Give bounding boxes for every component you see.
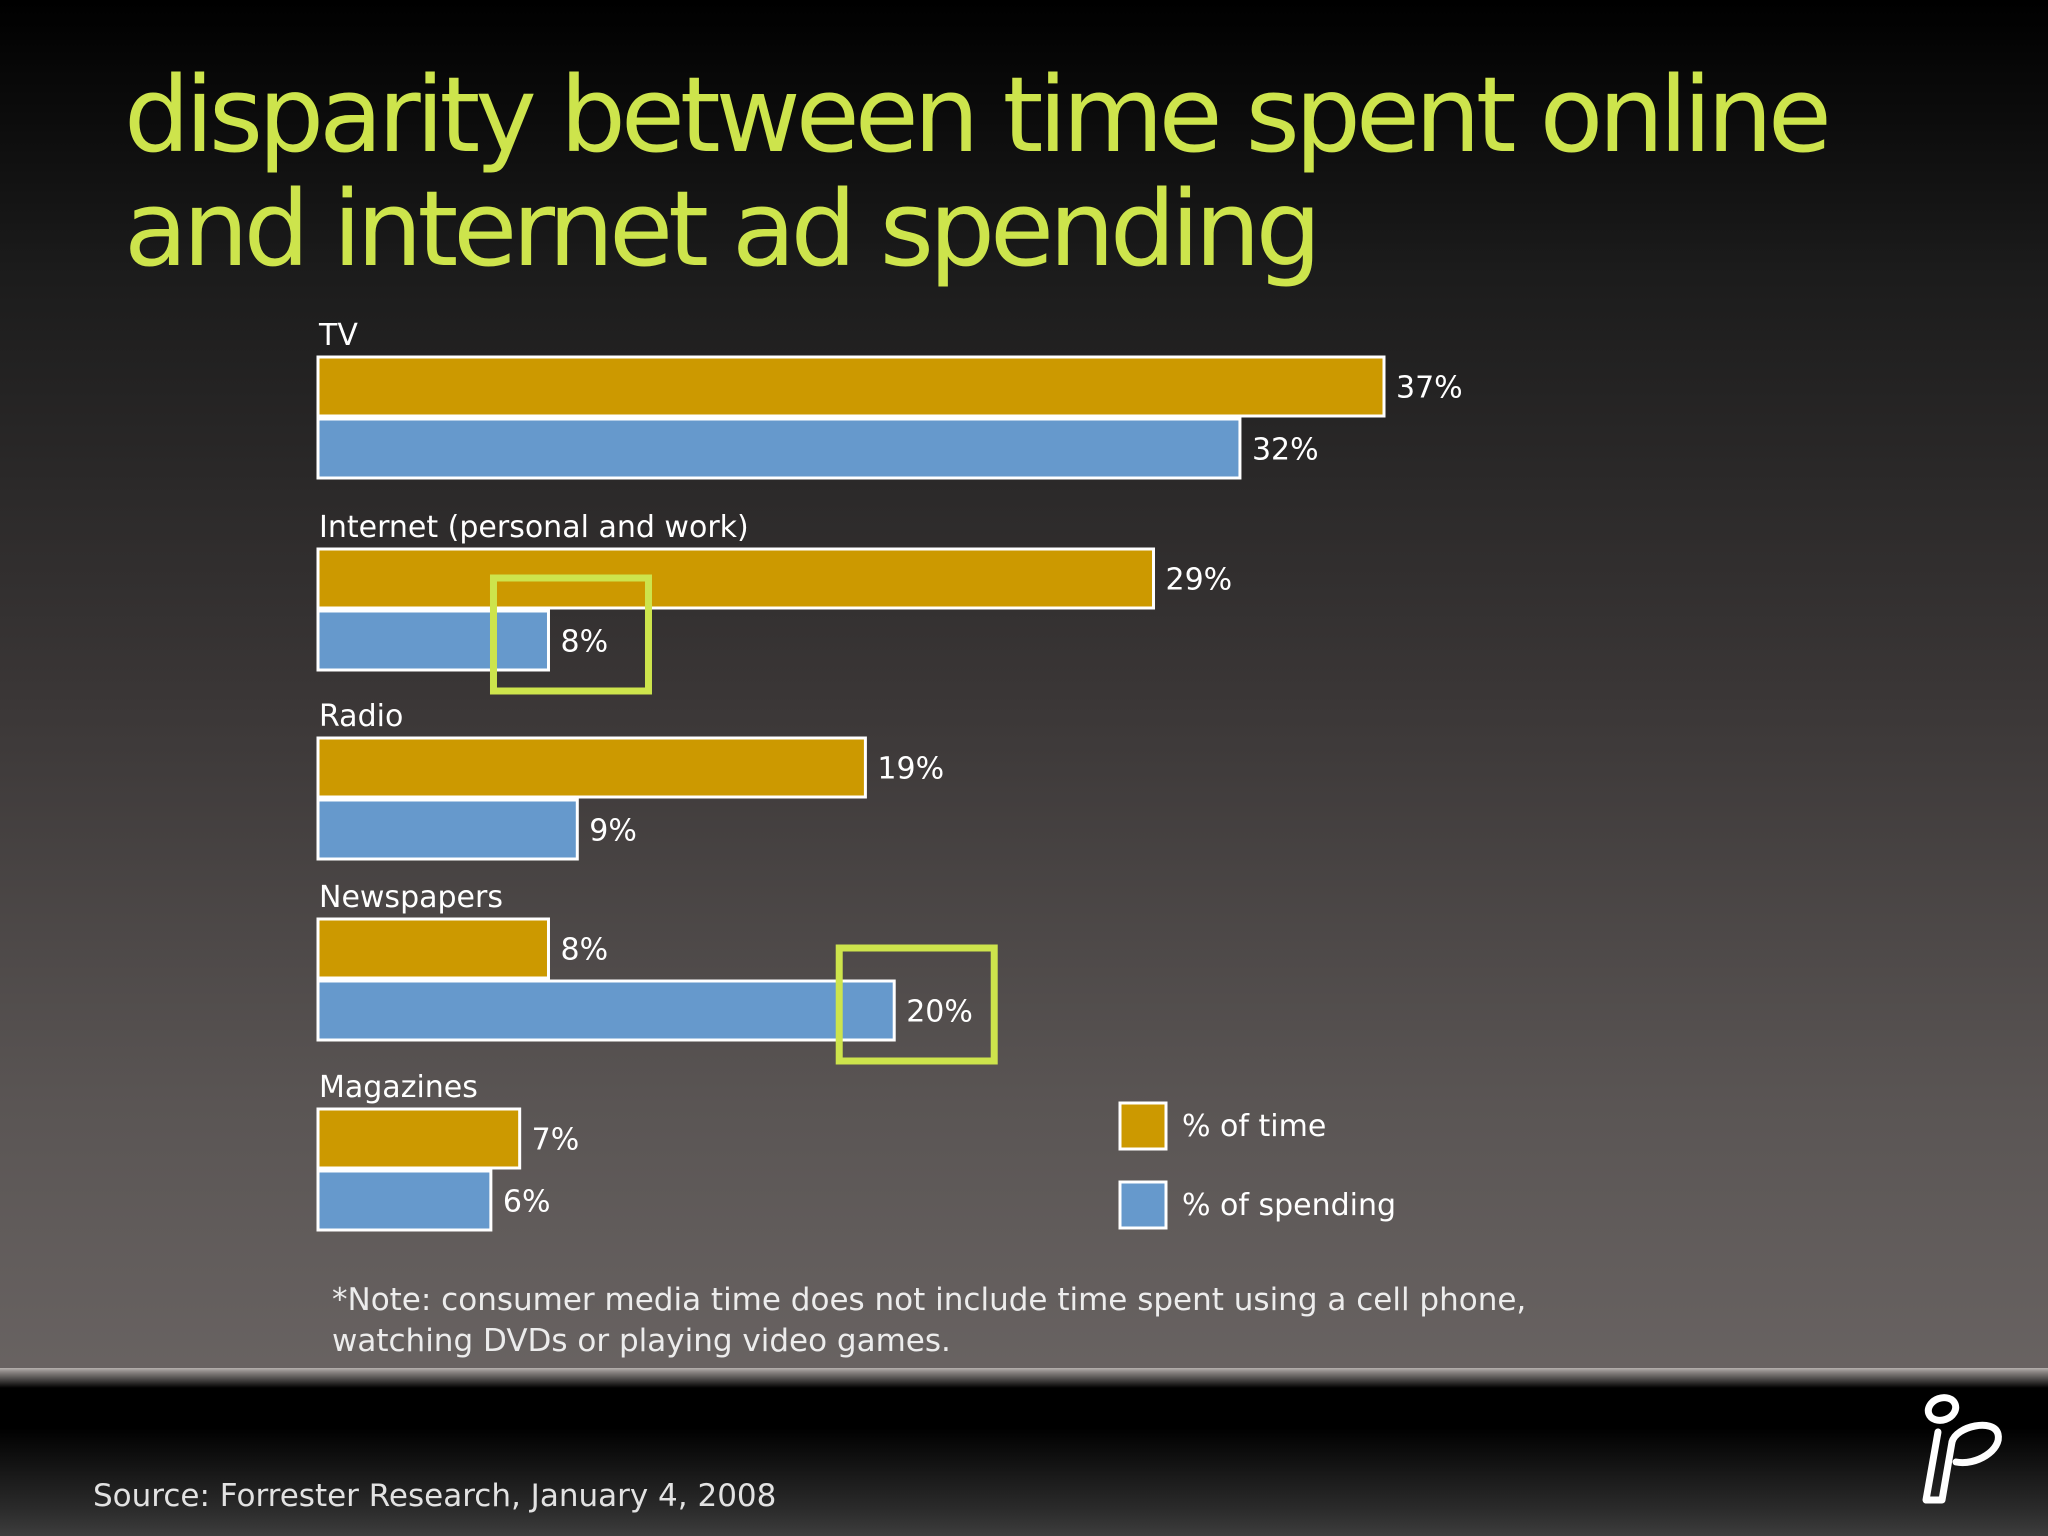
- category-label-radio: Radio: [319, 699, 403, 734]
- data-label-magazines-of-time: 7%: [532, 1123, 580, 1158]
- category-label-internet-personal-and-work: Internet (personal and work): [319, 510, 749, 545]
- title-line-2: and internet ad spending: [124, 168, 1322, 290]
- data-label-tv-of-spending: 32%: [1252, 433, 1319, 468]
- bar-internet-personal-and-work-of-time: [316, 547, 1156, 610]
- category-label-newspapers: Newspapers: [319, 880, 503, 915]
- title-line-1: disparity between time spent online: [124, 54, 1832, 176]
- bar-tv-of-time: [316, 355, 1386, 418]
- bar-newspapers-of-time: [316, 917, 550, 980]
- data-label-tv-of-time: 37%: [1396, 371, 1463, 406]
- data-label-internet-personal-and-work-of-spending: 8%: [560, 625, 608, 660]
- data-label-newspapers-of-time: 8%: [560, 933, 608, 968]
- highlight-box-internet-personal-and-work: [489, 574, 652, 695]
- category-label-tv: TV: [318, 318, 358, 353]
- note-line-2: watching DVDs or playing video games.: [332, 1323, 951, 1359]
- brand-logo-icon: [1922, 1394, 2002, 1504]
- bar-tv-of-spending: [316, 417, 1242, 480]
- bar-radio-of-time: [316, 736, 867, 799]
- data-label-newspapers-of-spending: 20%: [906, 995, 973, 1030]
- category-label-magazines: Magazines: [319, 1070, 478, 1105]
- bar-internet-personal-and-work-of-spending: [316, 609, 550, 672]
- legend-label-of-time: % of time: [1182, 1109, 1326, 1144]
- chart-note: *Note: consumer media time does not incl…: [332, 1280, 1632, 1362]
- bar-newspapers-of-spending: [316, 979, 896, 1042]
- bar-magazines-of-time: [316, 1107, 522, 1170]
- data-label-internet-personal-and-work-of-time: 29%: [1166, 563, 1233, 598]
- legend-label-of-spending: % of spending: [1182, 1188, 1396, 1223]
- data-label-radio-of-time: 19%: [877, 752, 944, 787]
- data-label-radio-of-spending: 9%: [589, 814, 637, 849]
- legend-swatch-of-time: [1118, 1101, 1168, 1151]
- bar-radio-of-spending: [316, 798, 579, 861]
- legend-swatch-of-spending: [1118, 1180, 1168, 1230]
- slide-title: disparity between time spent online and …: [124, 58, 1924, 286]
- source-citation: Source: Forrester Research, January 4, 2…: [93, 1478, 777, 1514]
- highlight-box-newspapers: [835, 944, 998, 1065]
- bar-magazines-of-spending: [316, 1169, 493, 1232]
- data-label-magazines-of-spending: 6%: [503, 1185, 551, 1220]
- footer-bar: [0, 1368, 2048, 1536]
- note-line-1: *Note: consumer media time does not incl…: [332, 1282, 1527, 1318]
